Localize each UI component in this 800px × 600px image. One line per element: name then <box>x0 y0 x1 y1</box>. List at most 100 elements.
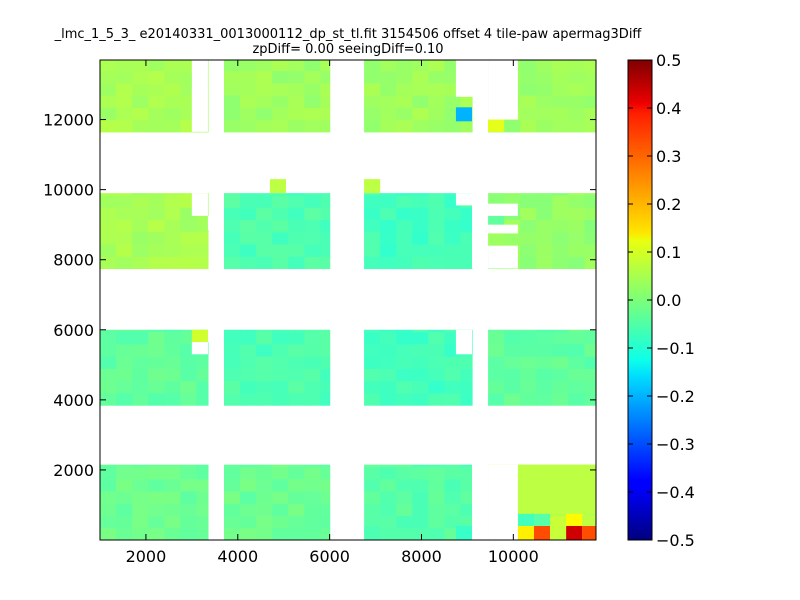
heatmap-cell-highlight <box>582 525 596 540</box>
heatmap-cell <box>304 194 322 208</box>
heatmap-cell <box>380 329 397 333</box>
heatmap-cell <box>428 380 446 394</box>
plot-frame <box>99 59 597 541</box>
heatmap-cell <box>164 368 181 382</box>
heatmap-cell <box>380 60 397 72</box>
heatmap-cell <box>412 464 429 468</box>
heatmap-cell-highlight <box>534 513 551 526</box>
heatmap-cell <box>320 70 331 84</box>
heatmap-cell <box>240 82 257 96</box>
heatmap-cell <box>224 329 241 333</box>
heatmap-cell <box>224 356 241 369</box>
heatmap-cell <box>488 356 505 369</box>
heatmap-cell <box>224 107 241 121</box>
heatmap-cell <box>164 194 181 208</box>
heatmap-cell <box>412 193 429 196</box>
heatmap-cell-highlight <box>517 464 596 514</box>
heatmap-cell <box>444 193 462 196</box>
heatmap-cell <box>364 207 381 221</box>
heatmap-cell <box>520 60 537 72</box>
heatmap-cell <box>320 466 331 480</box>
empty-cell <box>348 480 365 540</box>
heatmap-cell <box>304 329 322 333</box>
heatmap-cell <box>288 60 305 72</box>
heatmap-cell <box>504 331 521 345</box>
heatmap-cell-highlight <box>517 513 534 526</box>
heatmap-cell <box>364 356 381 369</box>
empty-cell <box>207 329 224 343</box>
heatmap-cell <box>164 107 181 121</box>
heatmap-cell <box>164 380 181 394</box>
heatmap-cell <box>164 466 181 480</box>
heatmap-cell <box>584 392 596 406</box>
heatmap-cell <box>536 193 553 196</box>
heatmap-cell <box>396 107 413 121</box>
empty-cell <box>488 60 518 120</box>
heatmap-cell <box>272 331 289 345</box>
heatmap-cell <box>116 119 133 133</box>
heatmap-cell <box>428 207 446 221</box>
heatmap-cell <box>256 256 273 270</box>
heatmap-cell <box>364 331 381 345</box>
heatmap-cell <box>584 515 596 529</box>
heatmap-cell <box>488 392 505 406</box>
heatmap-cell <box>584 207 596 221</box>
heatmap-cell <box>148 193 165 196</box>
heatmap-cell <box>116 392 133 406</box>
heatmap-cell <box>552 356 570 369</box>
heatmap-cell <box>364 490 381 504</box>
heatmap-cell <box>272 392 289 406</box>
heatmap-cell <box>116 490 133 504</box>
heatmap-cell <box>460 503 473 517</box>
heatmap-cell <box>164 392 181 406</box>
heatmap-cell <box>288 466 305 480</box>
heatmap-cell <box>320 243 331 257</box>
heatmap-cell <box>380 82 397 96</box>
heatmap-cell <box>568 207 586 221</box>
heatmap-cell <box>240 356 257 369</box>
heatmap-cell <box>304 119 322 133</box>
heatmap-cell <box>240 466 257 480</box>
heatmap-cell <box>536 70 553 84</box>
heatmap-cell <box>364 231 381 245</box>
heatmap-cell <box>180 193 198 196</box>
heatmap-cell <box>288 219 305 233</box>
heatmap-cell <box>488 193 505 196</box>
heatmap-cell <box>584 219 596 233</box>
heatmap-cell <box>380 256 397 270</box>
heatmap-cell <box>520 243 537 257</box>
heatmap-cell <box>396 119 413 133</box>
heatmap-cell <box>320 95 331 108</box>
heatmap-cell <box>304 515 322 529</box>
heatmap-cell <box>132 392 149 406</box>
heatmap-cell <box>552 343 570 357</box>
heatmap-cell <box>428 343 446 357</box>
heatmap-cell <box>320 231 331 245</box>
heatmap-cell <box>460 243 473 257</box>
heatmap-cell <box>132 478 149 492</box>
x-tick-label: 4000 <box>217 547 258 566</box>
heatmap-cell <box>396 380 413 394</box>
heatmap-cell <box>460 356 473 369</box>
heatmap-cell <box>444 368 462 382</box>
heatmap-cell <box>164 331 181 345</box>
heatmap-cell <box>428 478 446 492</box>
heatmap-cell <box>396 478 413 492</box>
heatmap-cell <box>256 329 273 333</box>
heatmap-cell <box>380 478 397 492</box>
heatmap-cell-highlight <box>488 233 505 246</box>
heatmap-cell <box>568 392 586 406</box>
heatmap-cell <box>180 219 198 233</box>
heatmap-cell <box>288 515 305 529</box>
heatmap-cell <box>536 119 553 133</box>
heatmap-cell <box>412 478 429 492</box>
heatmap-cell <box>196 368 209 382</box>
heatmap-cell <box>272 466 289 480</box>
heatmap-cell <box>396 527 413 540</box>
heatmap-cell <box>552 331 570 345</box>
heatmap-cell <box>116 331 133 345</box>
heatmap-cell <box>224 207 241 221</box>
heatmap-cell <box>100 107 117 121</box>
heatmap-cell <box>288 194 305 208</box>
heatmap-cell <box>164 343 181 357</box>
